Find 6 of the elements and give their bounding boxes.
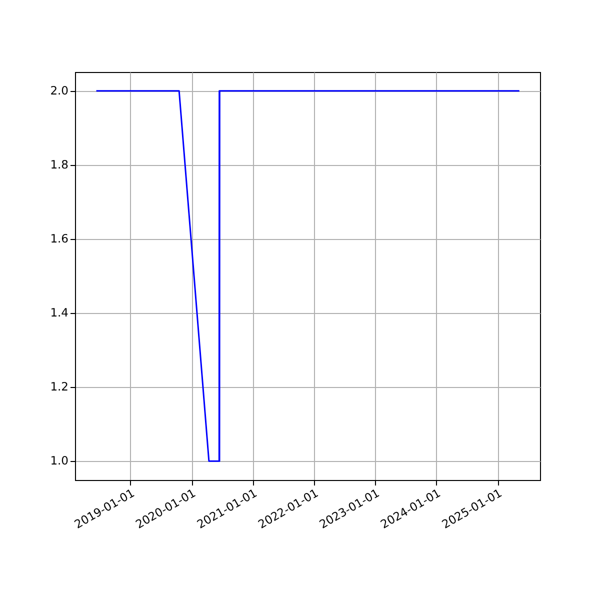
y-tick-label: 1.0	[50, 454, 68, 468]
y-tick-label: 1.6	[50, 231, 68, 246]
y-tick-label: 1.2	[50, 380, 68, 394]
y-tick-label: 2.0	[50, 83, 68, 98]
y-tick-label: 1.8	[50, 157, 68, 172]
y-tick-label: 1.4	[50, 306, 68, 320]
